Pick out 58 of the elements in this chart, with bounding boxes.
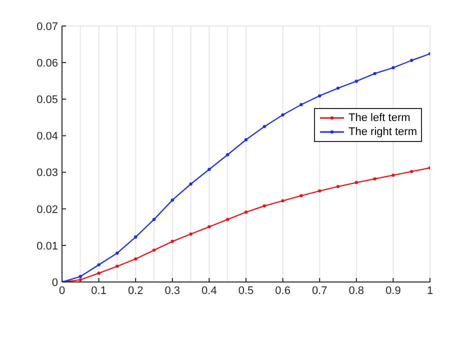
point (152, 248, 156, 252)
point (392, 66, 395, 70)
point (78, 278, 82, 282)
point (281, 199, 284, 202)
point (373, 72, 376, 76)
x-tick-label: 0.5 (238, 284, 254, 297)
point (410, 170, 414, 174)
y-tick-label: 0.05 (36, 94, 58, 106)
y-tick-label: 0.07 (36, 20, 58, 33)
point (244, 210, 248, 214)
point (354, 180, 358, 184)
point (318, 94, 322, 98)
point (262, 124, 266, 128)
point (318, 189, 322, 193)
point (336, 184, 340, 188)
x-tick-label: 0.2 (128, 284, 144, 297)
point (336, 86, 340, 90)
y-tick-label: 0 (52, 276, 58, 289)
x-tick-label: 0.3 (164, 284, 180, 297)
point (410, 58, 414, 62)
x-tick-label: 0.1 (91, 284, 106, 297)
point (354, 80, 358, 83)
x-tick-label: 0.9 (386, 284, 401, 297)
point (226, 153, 230, 156)
point (281, 113, 284, 116)
point (170, 240, 174, 244)
point (226, 218, 230, 222)
x-tick-label: 0.7 (312, 284, 328, 297)
point (262, 204, 266, 208)
point (392, 174, 395, 177)
x-tick-label: 1 (426, 284, 434, 297)
point (152, 218, 156, 222)
y-tick-label: 0.01 (36, 240, 58, 252)
y-tick-label: 0.04 (36, 130, 58, 143)
point (189, 232, 192, 236)
point (78, 274, 82, 278)
point (116, 252, 119, 255)
point (208, 168, 211, 171)
point (134, 235, 138, 239)
point (189, 182, 192, 186)
y-tick-label: 0.06 (36, 57, 58, 70)
point (97, 263, 100, 266)
x-tick-label: 0.8 (348, 284, 364, 297)
point (116, 264, 119, 268)
point (244, 138, 248, 142)
y-tick-label: 0.02 (36, 204, 58, 216)
point (170, 198, 174, 202)
legend-label: The left term (348, 111, 410, 125)
y-tick-label: 0.03 (36, 167, 58, 180)
x-tick-label: 0.6 (275, 284, 290, 297)
legend-label: The right term (348, 125, 417, 139)
point (373, 177, 376, 180)
point (134, 257, 138, 261)
x-tick-label: 0.4 (202, 284, 217, 297)
point (300, 194, 303, 198)
point (300, 103, 303, 106)
point (208, 225, 211, 228)
point (97, 272, 100, 275)
